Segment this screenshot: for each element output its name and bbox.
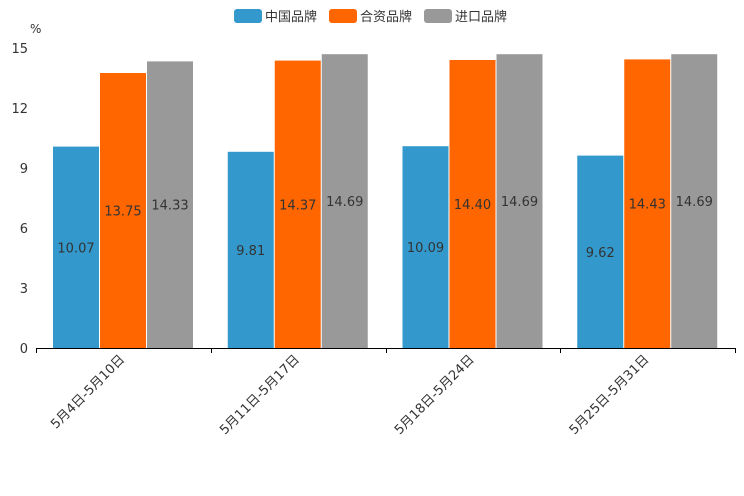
y-tick-label-6: 6 xyxy=(20,222,28,237)
bar-4-series-2 xyxy=(624,59,671,349)
legend-label-2: 合资品牌 xyxy=(360,9,412,25)
bar-2-series-1 xyxy=(227,151,274,348)
legend-swatch-1 xyxy=(234,9,262,23)
x-category-label-1: 5月4日-5月10日 xyxy=(48,352,128,432)
y-axis-unit-label: % xyxy=(30,22,41,36)
x-axis: 5月4日-5月10日 5月11日-5月17日 5月18日-5月24日 5月25日-5月… xyxy=(36,348,736,438)
bar-2-series-3 xyxy=(321,54,368,348)
y-tick-label-15: 15 xyxy=(11,42,28,57)
data-label-1-series-2: 13.75 xyxy=(104,205,141,220)
bar-4-series-3 xyxy=(671,54,718,348)
data-label-1-series-1: 10.07 xyxy=(57,241,94,256)
data-label-2-series-3: 14.69 xyxy=(326,195,363,210)
legend-swatch-2 xyxy=(329,9,357,23)
legend-label-1: 中国品牌 xyxy=(265,9,317,25)
x-category-label-4: 5月25日-5月31日 xyxy=(567,352,653,438)
data-label-4-series-1: 9.62 xyxy=(586,246,615,261)
data-label-3-series-2: 14.40 xyxy=(454,198,491,213)
bar-4-series-1 xyxy=(577,155,624,348)
legend: 中国品牌 合资品牌 进口品牌 xyxy=(234,9,507,25)
bar-1-series-3 xyxy=(147,61,193,349)
x-category-label-2: 5月11日-5月17日 xyxy=(217,352,303,438)
legend-label-3: 进口品牌 xyxy=(455,9,507,25)
data-label-2-series-1: 9.81 xyxy=(236,244,265,259)
y-tick-label-3: 3 xyxy=(20,282,28,297)
data-label-2-series-2: 14.37 xyxy=(279,198,316,213)
bar-3-series-2 xyxy=(449,60,496,348)
data-label-3-series-3: 14.69 xyxy=(501,195,538,210)
bar-3-series-3 xyxy=(496,54,543,348)
data-labels: 10.07 13.75 14.33 9.81 14.37 14.69 10.09 14.40 1… xyxy=(57,195,712,261)
data-label-3-series-1: 10.09 xyxy=(407,241,444,256)
y-tick-label-9: 9 xyxy=(20,162,28,177)
bar-2-series-2 xyxy=(274,60,321,348)
bar-3-series-1 xyxy=(402,146,449,348)
data-label-1-series-3: 14.33 xyxy=(151,199,188,214)
bar-1-series-2 xyxy=(100,73,146,348)
legend-swatch-3 xyxy=(424,9,452,23)
y-tick-label-0: 0 xyxy=(20,342,28,357)
y-tick-label-12: 12 xyxy=(11,102,28,117)
x-category-label-3: 5月18日-5月24日 xyxy=(392,352,478,438)
y-axis: 0 3 6 9 12 15 xyxy=(11,42,28,357)
data-label-4-series-3: 14.69 xyxy=(676,195,713,210)
bars xyxy=(53,54,718,349)
data-label-4-series-2: 14.43 xyxy=(629,198,666,213)
bar-1-series-1 xyxy=(53,146,99,348)
